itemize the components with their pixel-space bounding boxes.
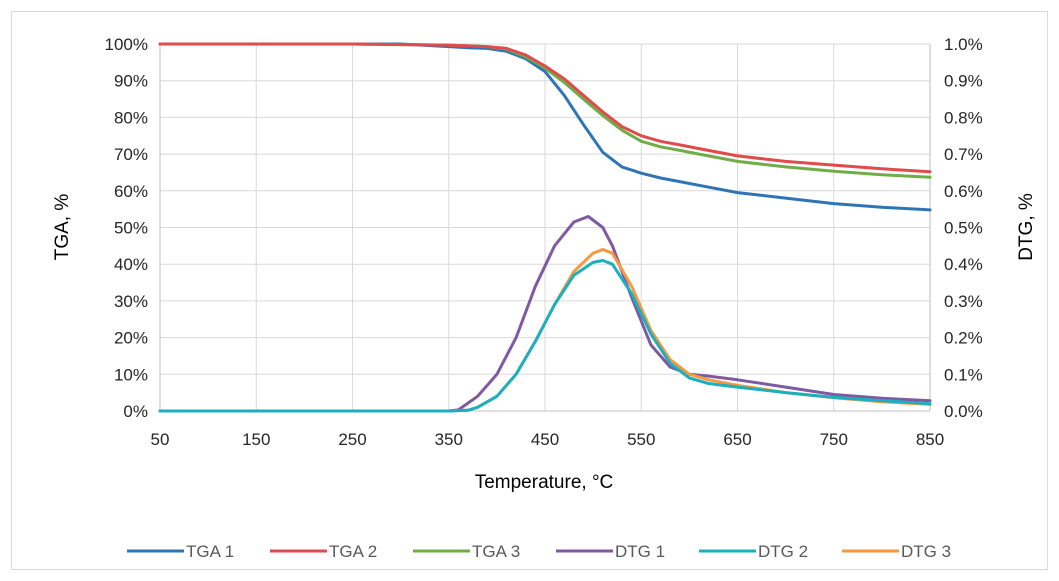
y-right-tick-label: 0.1%	[944, 365, 983, 384]
y-right-tick-label: 0.8%	[944, 108, 983, 127]
y-left-tick-label: 30%	[114, 292, 148, 311]
y-left-tick-label: 60%	[114, 182, 148, 201]
x-tick-label: 650	[723, 430, 751, 449]
x-tick-labels: 50 150 250 350 450 550 650 750 850	[151, 430, 945, 449]
y-right-tick-label: 0.5%	[944, 219, 983, 238]
y-right-tick-label: 0.3%	[944, 292, 983, 311]
x-tick-label: 250	[338, 430, 366, 449]
x-tick-label: 150	[242, 430, 270, 449]
y-left-tick-label: 10%	[114, 365, 148, 384]
y-right-tick-label: 0.0%	[944, 402, 983, 421]
gridlines	[159, 43, 931, 412]
y-left-tick-label: 70%	[114, 145, 148, 164]
series-line-dtg-2	[158, 259, 932, 413]
x-tick-label: 450	[531, 430, 559, 449]
y-left-tick-label: 0%	[123, 402, 148, 421]
series-lines	[158, 42, 932, 413]
y-right-tick-label: 0.2%	[944, 329, 983, 348]
y-left-tick-label: 40%	[114, 255, 148, 274]
y-right-tick-labels: 0.0% 0.1% 0.2% 0.3% 0.4% 0.5% 0.6% 0.7% 0.8% 0.9%…	[944, 35, 983, 421]
legend-label-tga-3: TGA 3	[472, 542, 520, 561]
y-right-tick-label: 0.7%	[944, 145, 983, 164]
series-line-tga-2	[158, 42, 932, 174]
legend-label-dtg-3: DTG 3	[901, 542, 951, 561]
y-left-tick-labels: 0% 10% 20% 30% 40% 50% 60% 70% 80% 90% 100%	[105, 35, 148, 421]
y-right-tick-label: 0.9%	[944, 72, 983, 91]
y-left-tick-label: 100%	[105, 35, 148, 54]
y-left-tick-label: 90%	[114, 72, 148, 91]
chart-area	[11, 11, 1048, 570]
legend-label-tga-1: TGA 1	[186, 542, 234, 561]
legend-label-dtg-2: DTG 2	[758, 542, 808, 561]
y-right-tick-label: 1.0%	[944, 35, 983, 54]
y-left-axis-title: TGA, %	[52, 194, 73, 261]
x-axis-title: Temperature, °C	[475, 472, 614, 493]
y-right-axis-title: DTG, %	[1016, 193, 1037, 261]
y-left-tick-label: 80%	[114, 108, 148, 127]
x-tick-label: 550	[627, 430, 655, 449]
x-tick-label: 50	[151, 430, 170, 449]
y-left-tick-label: 50%	[114, 219, 148, 238]
legend: TGA 1 TGA 2 TGA 3 DTG 1 DTG 2 DTG 3	[127, 542, 951, 561]
x-tick-label: 350	[435, 430, 463, 449]
y-right-tick-label: 0.6%	[944, 182, 983, 201]
x-tick-label: 850	[916, 430, 944, 449]
legend-label-tga-2: TGA 2	[329, 542, 377, 561]
y-right-tick-label: 0.4%	[944, 255, 983, 274]
legend-label-dtg-1: DTG 1	[615, 542, 665, 561]
y-left-tick-label: 20%	[114, 329, 148, 348]
x-tick-label: 750	[820, 430, 848, 449]
